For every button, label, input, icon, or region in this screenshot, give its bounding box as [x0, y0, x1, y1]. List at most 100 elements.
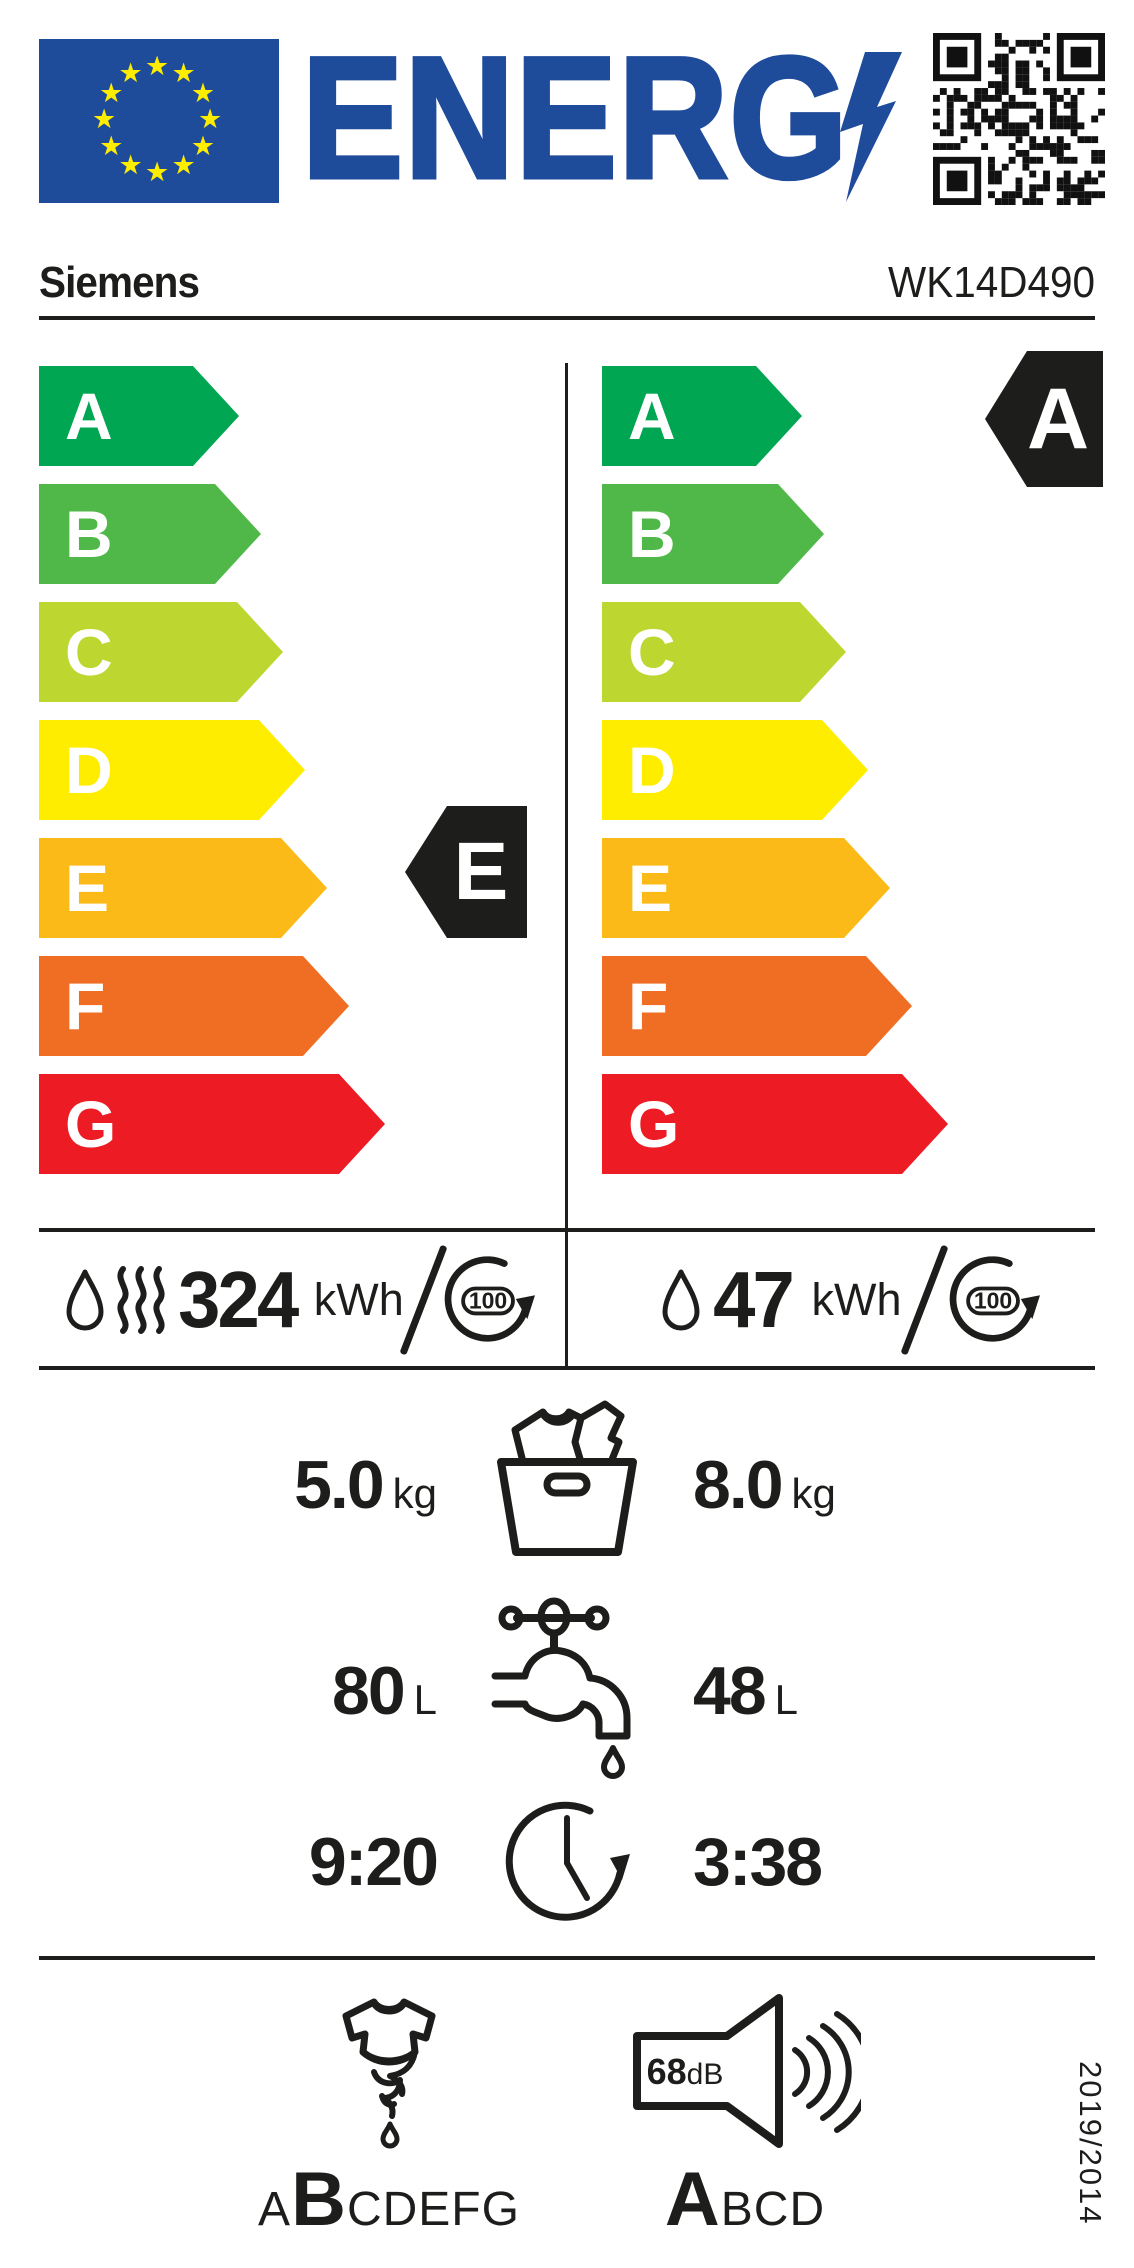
duration-wash-cycle: 3:38: [693, 1823, 1095, 1901]
heat-waves-icon: [117, 1266, 165, 1334]
class-arrow-e: E: [39, 838, 327, 938]
water-unit: L: [413, 1676, 437, 1723]
scale-wash-cycle: A B C D E F G: [602, 366, 948, 1192]
class-arrow-f: F: [39, 956, 349, 1056]
water-complete-cycle: 80 L: [39, 1652, 437, 1730]
eu-star-icon: ★: [198, 104, 223, 135]
class-letter: B: [628, 497, 676, 571]
rating-indicator-wash-cycle: A: [985, 351, 1103, 487]
noise-grades-after: BCD: [720, 2183, 826, 2236]
class-letter: A: [65, 379, 113, 453]
class-arrow-a: A: [602, 366, 802, 466]
regulation-number: 2019/2014: [1073, 2061, 1108, 2226]
eu-star-icon: ★: [118, 58, 143, 90]
water-tap-icon: [491, 1597, 631, 1779]
energy-unit: kWh: [811, 1274, 902, 1325]
energy-unit: kWh: [313, 1274, 404, 1325]
class-arrow-d: D: [39, 720, 305, 820]
capacity-wash-cycle: 8.0 kg: [693, 1446, 1095, 1524]
class-arrow-g: G: [602, 1074, 948, 1174]
class-arrow-d: D: [602, 720, 868, 820]
per-100-cycles-icon: 100: [950, 1256, 1041, 1342]
duration-value: 9:20: [308, 1824, 439, 1900]
qr-code: [933, 33, 1105, 205]
capacity-value: 8.0: [693, 1447, 784, 1523]
class-letter: E: [65, 851, 110, 925]
class-letter: C: [65, 615, 113, 689]
per-slash: [900, 1244, 950, 1356]
class-arrow-g: G: [39, 1074, 385, 1174]
class-letter: D: [628, 733, 676, 807]
class-letter: A: [628, 379, 676, 453]
class-letter: C: [628, 615, 676, 689]
class-letter: G: [65, 1087, 117, 1161]
spin-efficiency-group: A B CDEFG: [219, 1992, 559, 2243]
divider: [39, 1228, 1095, 1232]
eu-flag: ★ ★ ★ ★ ★ ★ ★ ★ ★ ★ ★ ★: [39, 39, 279, 203]
class-arrow-f: F: [602, 956, 912, 1056]
water-drop-icon: [66, 1269, 104, 1331]
per-slash: [399, 1244, 448, 1356]
water-unit: L: [774, 1676, 798, 1723]
water-row: 80 L 48 L: [0, 1592, 1134, 1792]
eu-star-icon: ★: [99, 130, 124, 162]
rating-indicator-complete-cycle: E: [405, 806, 527, 938]
eu-star-icon: ★: [145, 157, 170, 188]
cycles-count: 100: [469, 1288, 507, 1314]
spin-grade-scale: A B CDEFG: [258, 2156, 520, 2243]
capacity-row: 5.0 kg 8.0 kg: [0, 1396, 1134, 1571]
class-letter: G: [628, 1087, 680, 1161]
eu-star-icon: ★: [190, 130, 216, 162]
eu-star-icon: ★: [171, 58, 196, 90]
per-100-cycles-icon: 100: [444, 1256, 535, 1342]
speaker-noise-icon: 68dB: [633, 1994, 861, 2148]
duration-row: 9:20 3:38: [0, 1788, 1134, 1938]
water-wash-cycle: 48 L: [693, 1652, 1095, 1730]
class-letter: B: [65, 497, 113, 571]
water-drop-icon: [662, 1269, 699, 1331]
energy-row-complete-cycle: 324 kWh 100: [39, 1240, 561, 1360]
noise-grade-scale: A BCD: [665, 2156, 825, 2243]
class-arrow-e: E: [602, 838, 890, 938]
spin-grades-after: CDEFG: [346, 2183, 520, 2236]
model-number: WK14D490: [887, 258, 1095, 307]
noise-grade-rating: A: [664, 2157, 721, 2242]
eu-star-icon: ★: [145, 51, 170, 82]
capacity-unit: kg: [791, 1470, 836, 1517]
spin-grade-rating: B: [291, 2157, 347, 2242]
energy-value: 47: [712, 1255, 795, 1344]
header-divider: [39, 316, 1095, 320]
duration-complete-cycle: 9:20: [39, 1823, 439, 1901]
class-letter: D: [65, 733, 113, 807]
energ-logo-text: ENERG: [300, 21, 850, 214]
divider: [39, 1956, 1095, 1960]
water-value: 48: [693, 1653, 767, 1729]
eu-star-icon: ★: [118, 149, 143, 181]
eu-star-icon: ★: [171, 149, 196, 181]
energy-value: 324: [178, 1255, 299, 1344]
column-divider: [565, 363, 568, 1370]
laundry-basket-icon: [497, 1400, 637, 1556]
class-arrow-a: A: [39, 366, 239, 466]
noise-db-label: 68dB: [647, 2051, 724, 2092]
eu-star-icon: ★: [190, 77, 216, 109]
class-arrow-b: B: [39, 484, 261, 584]
class-arrow-b: B: [602, 484, 824, 584]
eu-star-icon: ★: [99, 77, 124, 109]
spin-grades-before: A: [258, 2183, 292, 2236]
energ-logo: ENERG: [300, 21, 924, 214]
eu-star-icon: ★: [92, 104, 117, 135]
class-letter: F: [65, 969, 106, 1043]
duration-value: 3:38: [693, 1824, 823, 1900]
divider: [39, 1366, 1095, 1370]
spin-dry-shirt-icon: [342, 1998, 436, 2149]
water-value: 80: [332, 1653, 406, 1729]
cycles-count: 100: [974, 1288, 1012, 1314]
class-arrow-c: C: [602, 602, 846, 702]
capacity-unit: kg: [392, 1470, 437, 1517]
class-letter: F: [628, 969, 669, 1043]
energy-row-wash-cycle: 47 kWh 100: [606, 1240, 1095, 1360]
capacity-value: 5.0: [294, 1447, 385, 1523]
noise-group: 68dB A BCD: [575, 1992, 915, 2243]
